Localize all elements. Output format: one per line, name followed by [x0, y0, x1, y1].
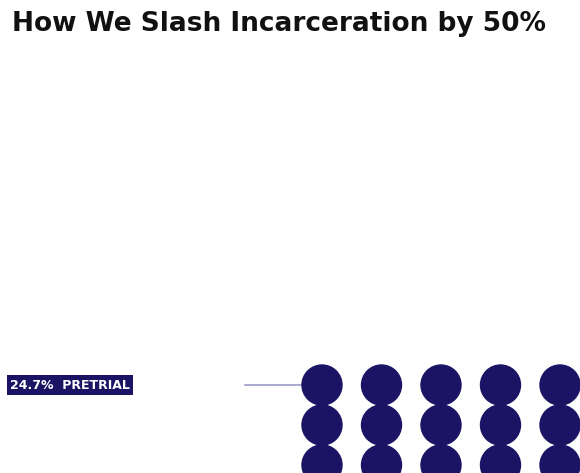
Circle shape: [361, 365, 401, 405]
Circle shape: [540, 445, 580, 473]
Circle shape: [361, 445, 401, 473]
Circle shape: [302, 445, 342, 473]
Circle shape: [421, 445, 461, 473]
Circle shape: [480, 405, 520, 445]
Text: 24.7%  PRETRIAL: 24.7% PRETRIAL: [10, 378, 130, 392]
Circle shape: [540, 365, 580, 405]
Circle shape: [421, 405, 461, 445]
Circle shape: [421, 365, 461, 405]
Circle shape: [361, 405, 401, 445]
Circle shape: [302, 365, 342, 405]
Circle shape: [540, 405, 580, 445]
Text: How We Slash Incarceration by 50%: How We Slash Incarceration by 50%: [12, 11, 546, 37]
Circle shape: [302, 405, 342, 445]
Circle shape: [480, 445, 520, 473]
Circle shape: [480, 365, 520, 405]
